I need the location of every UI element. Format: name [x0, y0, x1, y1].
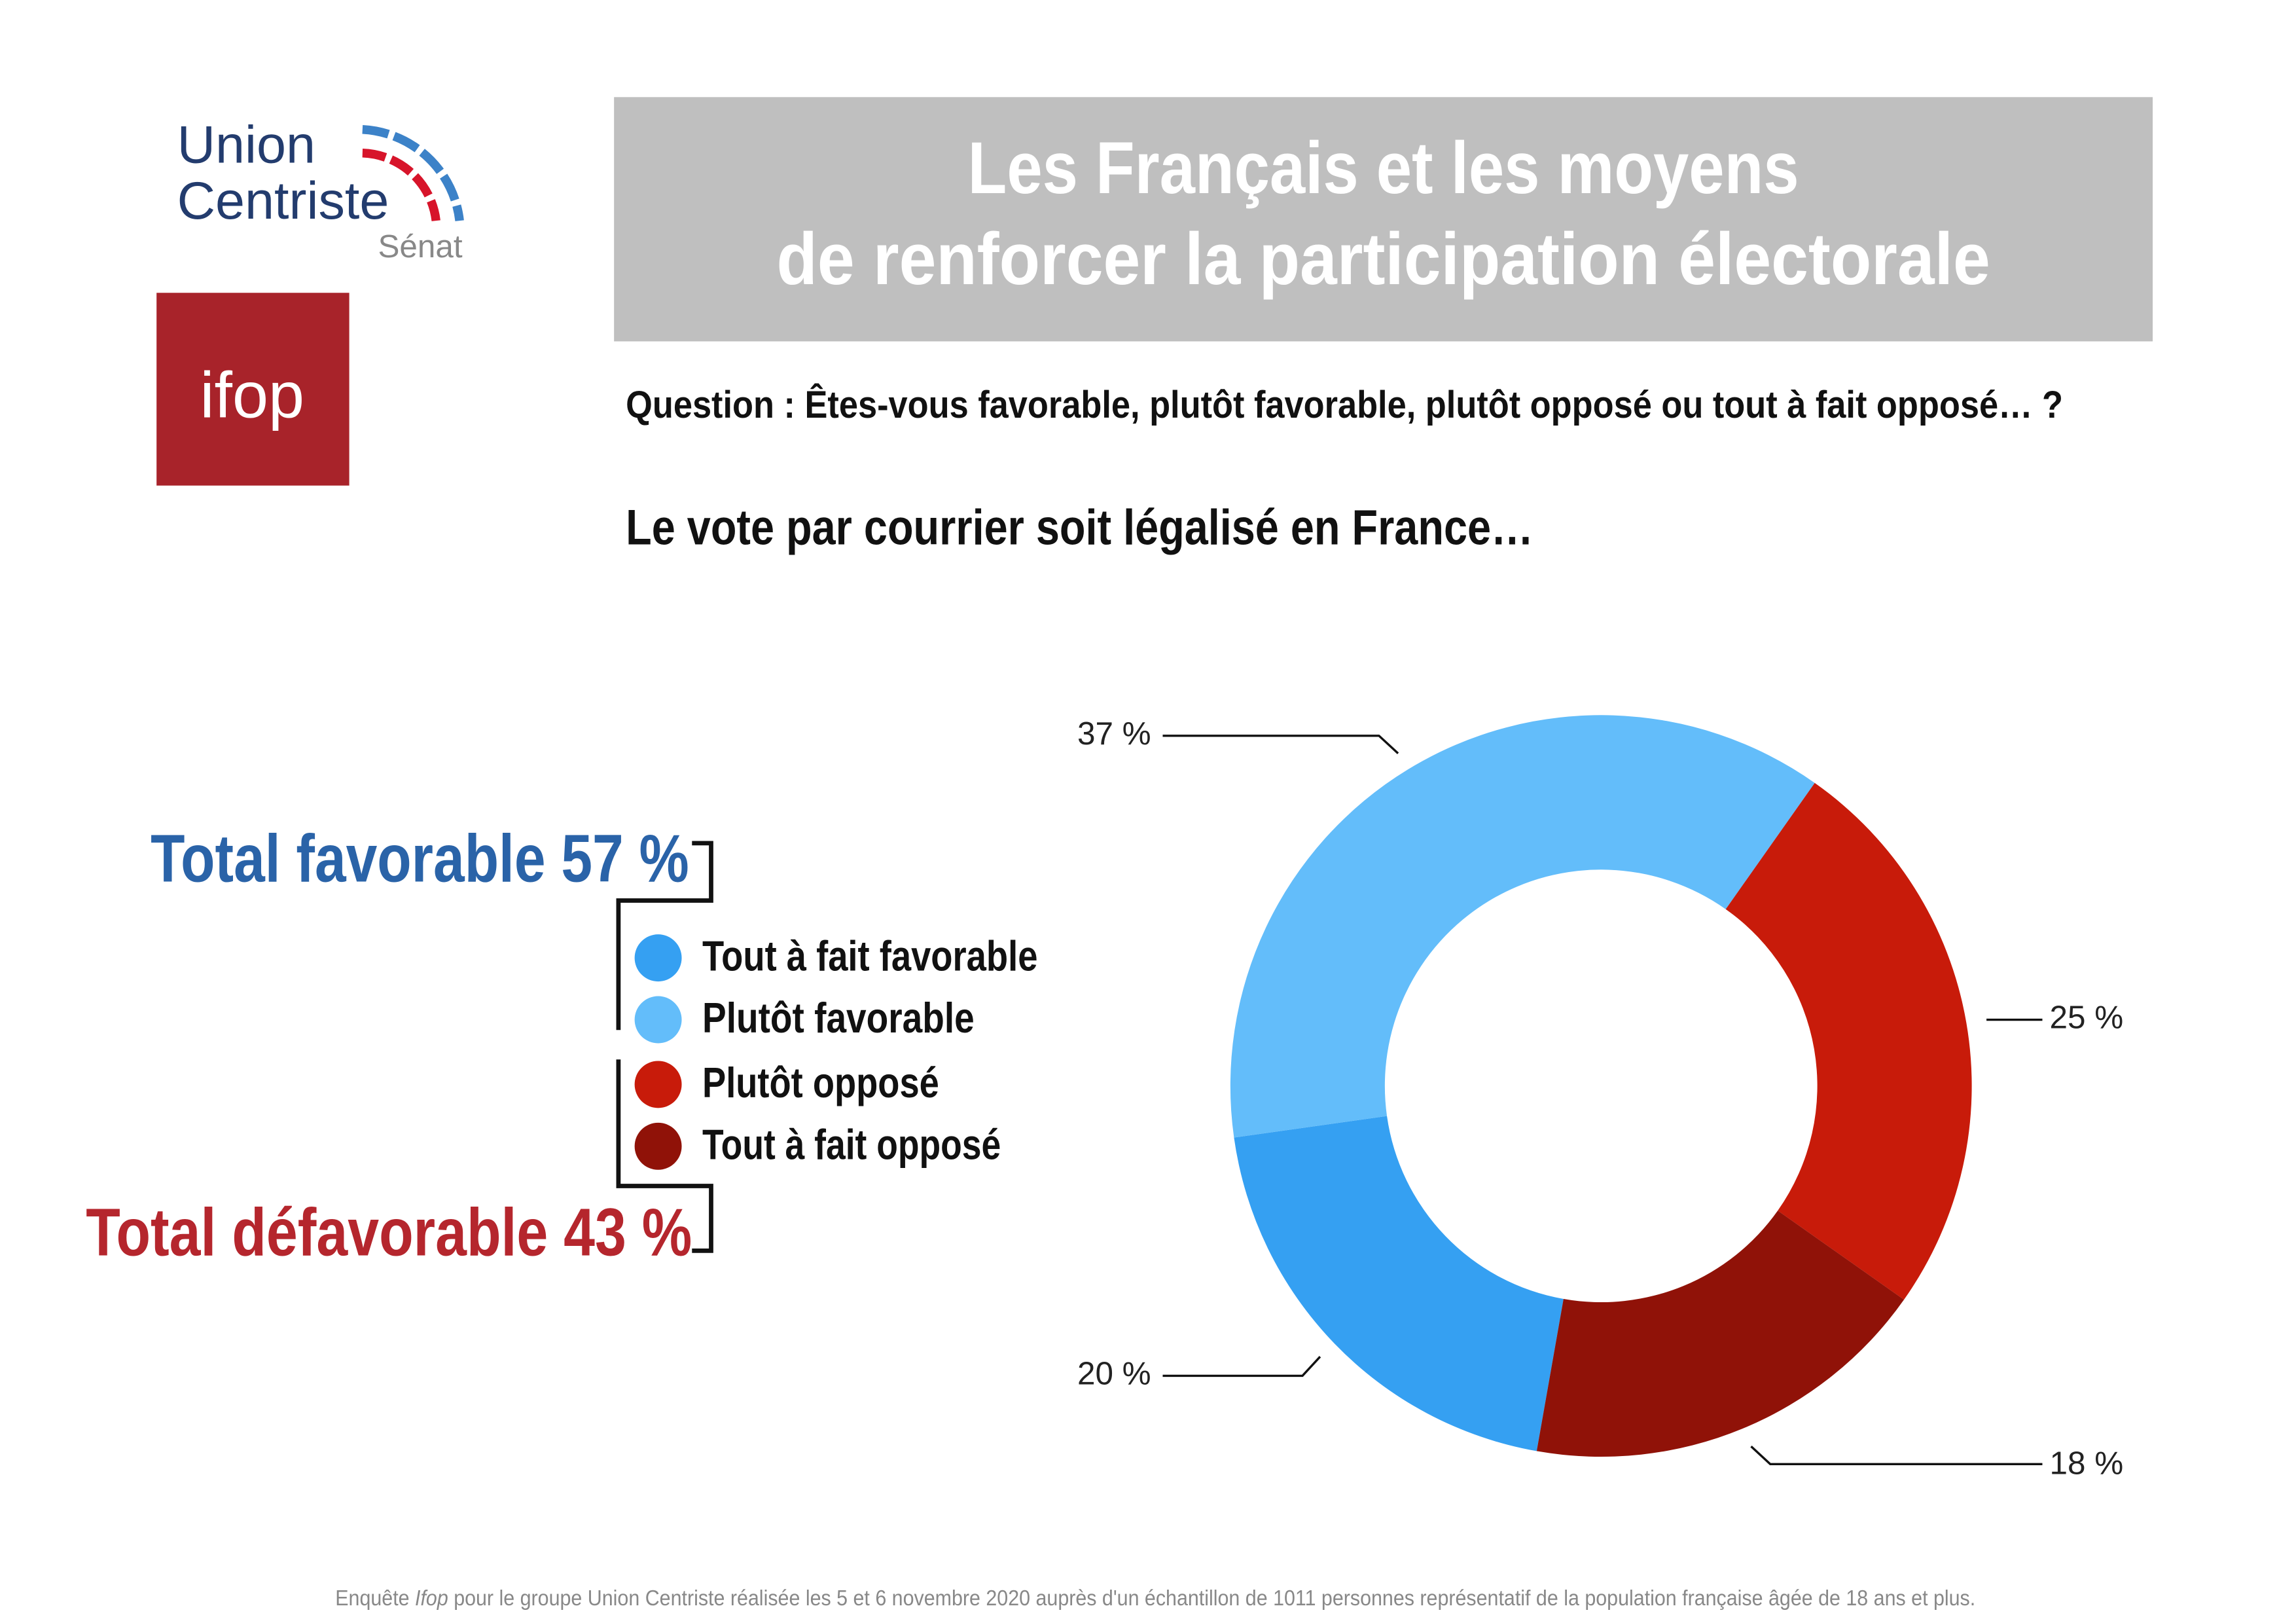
title: Les Français et les moyens: [968, 126, 1799, 209]
legend-label: Tout à fait opposé: [702, 1120, 1001, 1168]
data-label: 20 %: [1077, 1355, 1151, 1391]
legend-swatch: [634, 934, 682, 982]
logo-arc: [362, 149, 440, 221]
logo-centriste: Centriste: [177, 172, 389, 230]
donut-segment: [1234, 1116, 1564, 1451]
legend-label: Plutôt opposé: [702, 1059, 939, 1106]
leader-line: [1750, 1446, 2043, 1465]
logo-senat: Sénat: [378, 228, 462, 264]
donut-segment: [1536, 1211, 1905, 1457]
legend-swatch: [634, 996, 682, 1044]
ifop-text: ifop: [200, 358, 304, 431]
leader-line: [1162, 735, 1399, 754]
data-label: 37 %: [1077, 716, 1151, 752]
footer: Enquête Ifop pour le groupe Union Centri…: [335, 1586, 1975, 1611]
legend-label: Tout à fait favorable: [702, 932, 1037, 980]
legend-swatch: [634, 1061, 682, 1108]
bracket: [616, 841, 713, 1030]
title-box: [614, 97, 2153, 342]
donut-segment: [1725, 782, 1972, 1300]
bracket: [616, 1059, 713, 1253]
legend-label: Plutôt favorable: [702, 994, 975, 1042]
ifop-logo: [156, 293, 350, 486]
footer-text: Ifop: [415, 1586, 448, 1611]
total-favorable: Total favorable 57 %: [151, 820, 689, 896]
legend-swatch: [634, 1122, 682, 1170]
total-defavorable: Total défavorable 43 %: [86, 1194, 692, 1269]
logo-arc: [362, 125, 464, 221]
data-label: 25 %: [2050, 1000, 2124, 1036]
leader-line: [1162, 1356, 1321, 1377]
question: Question : Êtes-vous favorable, plutôt f…: [626, 382, 2063, 426]
donut-segment: [1230, 715, 1815, 1138]
footer-text: Enquête: [335, 1586, 415, 1611]
data-label: 18 %: [2050, 1446, 2124, 1482]
logo-union: Union: [177, 115, 315, 174]
title: de renforcer la participation électorale: [777, 217, 1990, 300]
footer-text: pour le groupe Union Centriste réalisée …: [448, 1586, 1975, 1611]
chart-subtitle: Le vote par courrier soit légalisé en Fr…: [626, 500, 1534, 556]
